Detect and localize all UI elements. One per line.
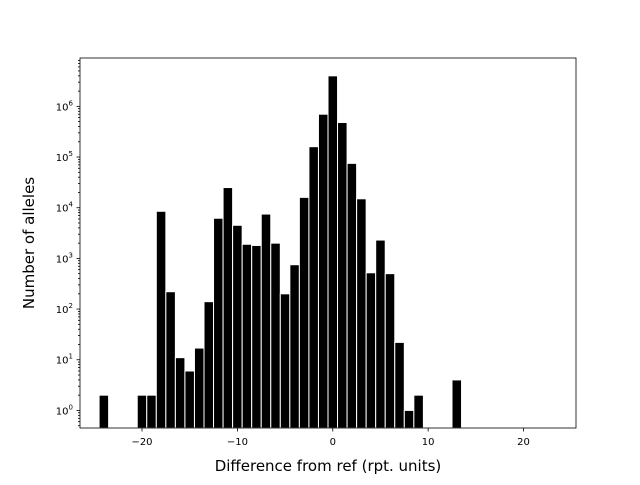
y-tick-label: 106 bbox=[56, 99, 74, 113]
x-tick-label: 0 bbox=[330, 437, 336, 448]
histogram-bar bbox=[260, 213, 272, 429]
y-tick-label: 101 bbox=[56, 353, 73, 367]
histogram-bar bbox=[193, 347, 205, 429]
histogram-bar bbox=[327, 75, 339, 429]
histogram-bar bbox=[155, 210, 167, 429]
y-tick-label: 102 bbox=[56, 302, 73, 316]
histogram-bar bbox=[146, 394, 157, 429]
histogram-bar bbox=[413, 394, 424, 429]
histogram-bar bbox=[451, 379, 463, 429]
y-tick-label: 103 bbox=[56, 251, 73, 265]
histogram-bar bbox=[270, 242, 281, 429]
histogram-bar bbox=[98, 394, 110, 429]
histogram-bar bbox=[403, 409, 415, 429]
y-tick-label: 105 bbox=[56, 150, 73, 164]
histogram-bar bbox=[337, 122, 348, 429]
y-axis: 100 101 102 103 104 105 106 bbox=[56, 60, 80, 427]
histogram-bar bbox=[165, 291, 176, 429]
histogram-bar bbox=[375, 239, 386, 429]
histogram-bar bbox=[298, 196, 310, 429]
x-tick-label: 10 bbox=[422, 437, 435, 448]
histogram-bar bbox=[203, 301, 215, 429]
y-tick-label: 100 bbox=[56, 403, 73, 417]
y-tick-label: 104 bbox=[56, 201, 74, 215]
x-tick-label: −10 bbox=[227, 437, 248, 448]
x-axis: −20 −10 0 10 20 bbox=[131, 428, 530, 448]
y-axis-title: Number of alleles bbox=[20, 177, 38, 309]
histogram-bar bbox=[232, 224, 243, 429]
histogram-bar bbox=[213, 217, 224, 429]
histogram-bar bbox=[241, 243, 253, 429]
histogram-bar bbox=[184, 370, 195, 429]
histogram-bar bbox=[384, 273, 396, 429]
histogram-bar bbox=[317, 113, 329, 429]
histogram-bar bbox=[365, 272, 377, 429]
histogram-bar bbox=[174, 357, 186, 429]
x-axis-title: Difference from ref (rpt. units) bbox=[215, 457, 442, 475]
x-tick-label: −20 bbox=[131, 437, 152, 448]
histogram-bar bbox=[346, 162, 358, 429]
x-tick-label: 20 bbox=[517, 437, 530, 448]
histogram-bar bbox=[136, 394, 148, 429]
histogram-bar bbox=[279, 293, 291, 429]
histogram-bar bbox=[251, 244, 262, 429]
histogram-bar bbox=[222, 187, 234, 429]
histogram-bar bbox=[356, 198, 367, 429]
histogram-bar bbox=[394, 341, 405, 429]
histogram-bar bbox=[289, 264, 300, 429]
histogram-bar bbox=[308, 146, 319, 429]
